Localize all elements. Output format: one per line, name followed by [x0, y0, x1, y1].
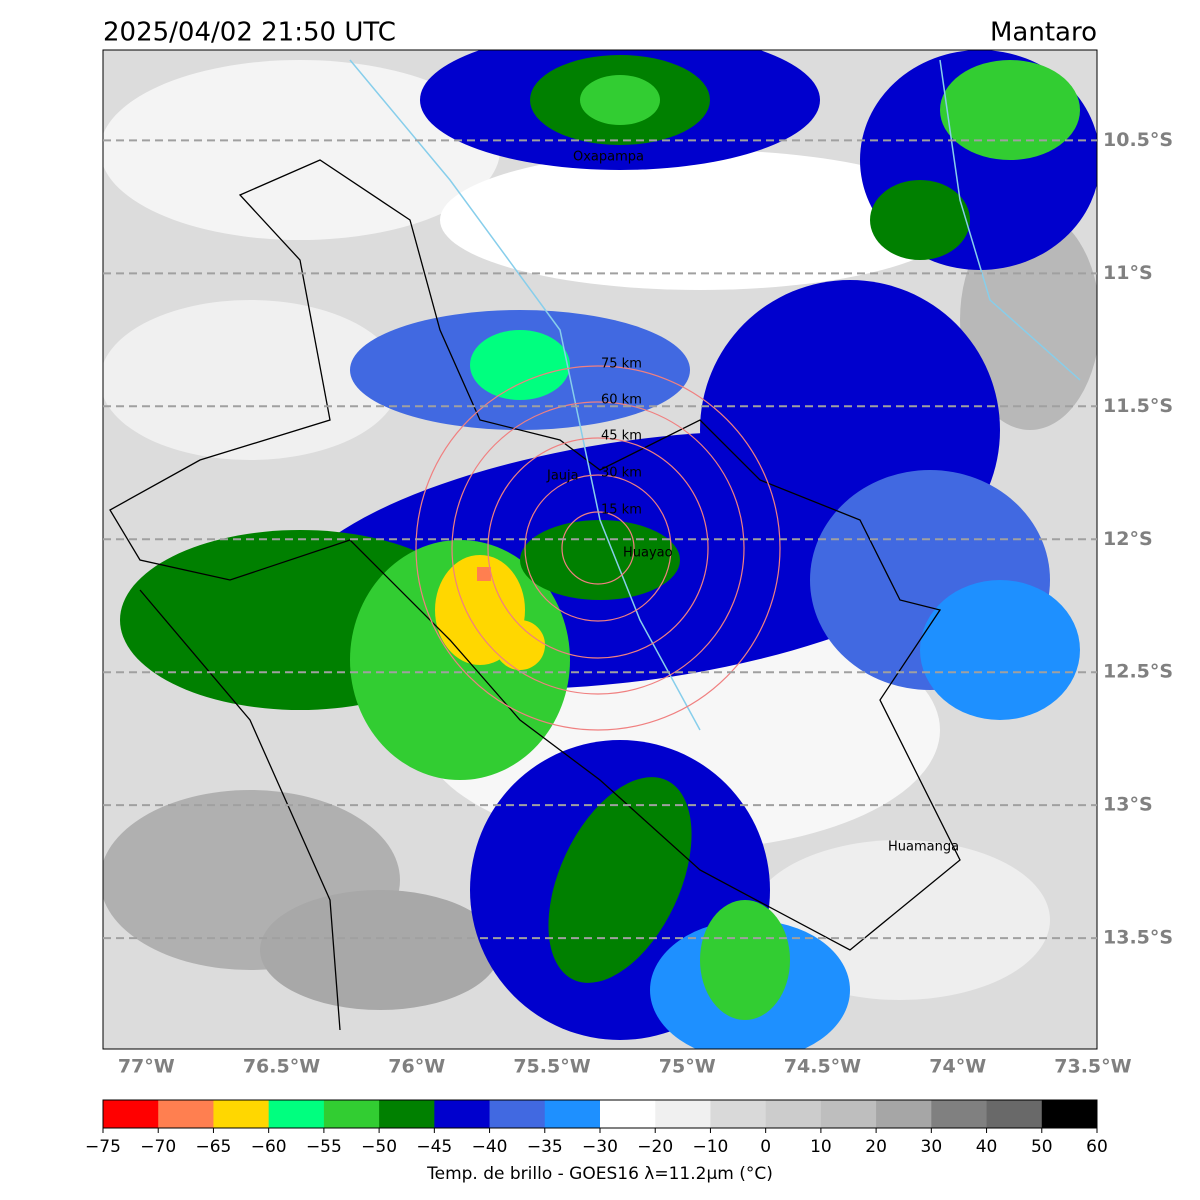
colorbar-tick-label: −70: [140, 1137, 176, 1157]
place-label: Huayao: [623, 546, 673, 561]
colorbar-tick-label: −65: [195, 1137, 231, 1157]
colorbar-tick-label: 50: [1031, 1137, 1053, 1157]
ring-label: 15 km: [601, 503, 642, 518]
ring-label: 30 km: [601, 466, 642, 481]
lat-label: 12°S: [1103, 528, 1153, 550]
lon-label: 75°W: [659, 1056, 716, 1078]
colorbar-tick-label: −75: [85, 1137, 121, 1157]
colorbar-tick-label: 10: [810, 1137, 832, 1157]
colorbar-tick-label: −55: [306, 1137, 342, 1157]
colorbar-tick-label: 40: [976, 1137, 998, 1157]
lat-label: 11°S: [1103, 262, 1153, 284]
ring-label: 45 km: [601, 429, 642, 444]
lat-label: 12.5°S: [1103, 661, 1173, 683]
colorbar-tick-label: −50: [361, 1137, 397, 1157]
map-frame: [102, 49, 1098, 1050]
colorbar-segment: [213, 1100, 270, 1128]
lat-label: 11.5°S: [1103, 395, 1173, 417]
colorbar-segment: [158, 1100, 214, 1128]
colorbar-segment: [1041, 1100, 1098, 1128]
colorbar-tick-label: 30: [921, 1137, 943, 1157]
place-label: Huamanga: [888, 840, 959, 855]
lon-label: 76.5°W: [243, 1056, 320, 1078]
colorbar-segment: [379, 1100, 435, 1128]
colorbar-segment: [489, 1100, 546, 1128]
colorbar-tick-label: 0: [760, 1137, 771, 1157]
range-rings: [415, 365, 781, 731]
place-label: Oxapampa: [573, 150, 644, 165]
lon-label: 77°W: [118, 1056, 175, 1078]
colorbar-tick-label: −30: [582, 1137, 618, 1157]
colorbar-label: Temp. de brillo - GOES16 λ=11.2μm (°C): [426, 1164, 773, 1184]
lon-label: 75.5°W: [513, 1056, 590, 1078]
timestamp: 2025/04/02 21:50 UTC: [103, 18, 396, 48]
colorbar-segment: [323, 1100, 380, 1128]
colorbar-tick-label: −40: [472, 1137, 508, 1157]
lon-label: 76°W: [388, 1056, 445, 1078]
colorbar-segment: [268, 1100, 325, 1128]
ring-label: 60 km: [601, 393, 642, 408]
colorbar-segment: [103, 1100, 159, 1128]
colorbar-segment: [986, 1100, 1043, 1128]
colorbar-segment: [931, 1100, 988, 1128]
colorbar-tick-label: 20: [865, 1137, 887, 1157]
colorbar-tick-label: −45: [416, 1137, 452, 1157]
colorbar-segment: [765, 1100, 822, 1128]
colorbar-tick-label: −10: [692, 1137, 728, 1157]
lon-label: 74°W: [929, 1056, 986, 1078]
colorbar-segment: [820, 1100, 877, 1128]
region-name: Mantaro: [990, 18, 1097, 48]
colorbar-segment: [544, 1100, 601, 1128]
colorbar-segment: [600, 1100, 656, 1128]
colorbar-segment: [710, 1100, 767, 1128]
colorbar-tick-label: −20: [637, 1137, 673, 1157]
colorbar-segment: [655, 1100, 711, 1128]
place-label: Jauja: [546, 469, 579, 484]
colorbar-tick-label: −35: [527, 1137, 563, 1157]
colorbar-tick-label: −60: [251, 1137, 287, 1157]
lat-label: 13.5°S: [1103, 927, 1173, 949]
lat-label: 13°S: [1103, 794, 1153, 816]
ring-label: 75 km: [601, 357, 642, 372]
colorbar-segment: [876, 1100, 932, 1128]
colorbar-segment: [434, 1100, 491, 1128]
lon-label: 74.5°W: [784, 1056, 861, 1078]
lat-label: 10.5°S: [1103, 129, 1173, 151]
satellite-image: [103, 50, 1097, 1049]
lon-label: 73.5°W: [1054, 1056, 1131, 1078]
colorbar-tick-label: 60: [1086, 1137, 1108, 1157]
